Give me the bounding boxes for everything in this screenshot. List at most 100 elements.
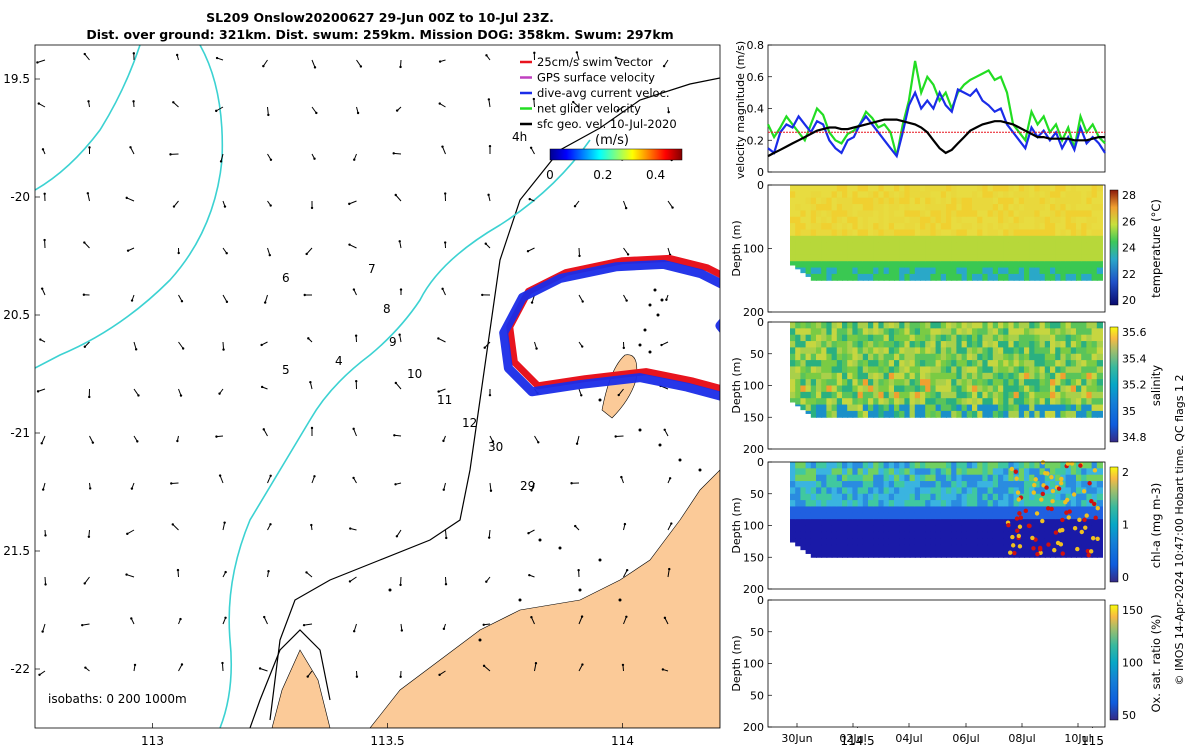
section-cell (904, 481, 911, 488)
section-cell (940, 185, 947, 192)
geo-arrow-head (307, 337, 310, 340)
section-cell (847, 267, 854, 275)
section-cell (795, 481, 802, 488)
section-cell (940, 197, 947, 205)
section-cell (992, 468, 999, 476)
geo-arrow-head (134, 348, 138, 351)
section-cell (1091, 242, 1098, 249)
section-cell (1050, 493, 1057, 501)
section-cell (1076, 360, 1083, 367)
chl-sample-dot (1084, 513, 1089, 518)
section-cell (982, 506, 989, 514)
section-cell (862, 525, 869, 533)
day-label: 7 (368, 262, 376, 276)
section-cell (873, 398, 880, 406)
section-cell (987, 544, 994, 552)
geo-arrow-head (310, 523, 313, 527)
section-cell (1039, 197, 1046, 205)
section-cell (805, 334, 812, 342)
section-cell (1029, 474, 1036, 482)
section-cell (1055, 519, 1062, 526)
section-cell (1018, 261, 1025, 269)
section-cell (805, 267, 812, 275)
section-cell (972, 273, 979, 281)
section-cell (1076, 525, 1083, 533)
section-cell (1065, 334, 1072, 342)
section-cell (847, 525, 854, 533)
section-cell (862, 493, 869, 501)
section-cell (883, 322, 890, 329)
section-cell (914, 538, 921, 546)
section-cell (1029, 366, 1036, 374)
section-cell (831, 372, 838, 380)
section-cell (816, 372, 823, 380)
section-cell (857, 525, 864, 533)
section-cell (977, 248, 984, 256)
section-cell (836, 366, 843, 374)
figure-title-line1: SL209 Onslow20200627 29-Jun 00Z to 10-Ju… (206, 10, 554, 25)
section-cell (946, 512, 953, 520)
section-cell (972, 474, 979, 482)
section-cell (1003, 500, 1010, 507)
section-cell (1039, 372, 1046, 380)
section-cell (956, 372, 963, 380)
section-cell (868, 500, 875, 507)
section-cell (992, 544, 999, 552)
section-cell (1003, 322, 1010, 329)
chl-sample-dot (1012, 550, 1017, 556)
section-cell (894, 468, 901, 476)
section-cell (946, 538, 953, 546)
section-cell (1044, 210, 1051, 218)
section-cell (956, 347, 963, 355)
section-cell (1091, 191, 1098, 199)
section-cell (951, 261, 958, 269)
section-cell (930, 210, 937, 218)
section-cell (868, 204, 875, 211)
section-cell (883, 372, 890, 380)
section-cell (1055, 235, 1062, 243)
section-cell (1003, 544, 1010, 552)
section-cell (1013, 248, 1020, 256)
section-cell (847, 216, 854, 224)
section-cell (946, 235, 953, 243)
section-cell (862, 468, 869, 476)
geo-arrow-head (614, 435, 617, 438)
section-cell (852, 493, 859, 501)
geo-arrow-head (267, 113, 270, 117)
section-cell (977, 341, 984, 348)
velocity-axes (767, 44, 1106, 173)
section-cell (956, 322, 963, 329)
section-cell (857, 372, 864, 380)
section-cell (1055, 550, 1062, 558)
section-cell (894, 531, 901, 539)
section-cell (1044, 185, 1051, 192)
section-cell (956, 204, 963, 211)
section-ytick-label: 100 (743, 380, 764, 393)
section-cell (862, 506, 869, 514)
section-cell (852, 267, 859, 275)
section-cell (888, 235, 895, 243)
section-cell (925, 185, 932, 192)
section-cell (868, 360, 875, 367)
section-cell (961, 525, 968, 533)
section-cell (977, 506, 984, 514)
geo-arrow (44, 576, 47, 585)
section-cell (810, 391, 817, 399)
section-cell (842, 519, 849, 526)
section-cell (998, 328, 1005, 336)
section-cell (920, 519, 927, 526)
section-cell (992, 322, 999, 329)
section-cell (1044, 366, 1051, 374)
section-cell (800, 525, 807, 533)
section-cell (821, 185, 828, 192)
section-cell (956, 398, 963, 406)
section-cell (826, 360, 833, 367)
chl-sample-dot (1018, 515, 1024, 520)
section-cell (888, 372, 895, 380)
section-cell (1029, 267, 1036, 275)
section-cell (1034, 372, 1041, 380)
section-cell (842, 216, 849, 224)
section-cell (920, 322, 927, 329)
section-cell (878, 242, 885, 249)
section-cell (1039, 385, 1046, 393)
